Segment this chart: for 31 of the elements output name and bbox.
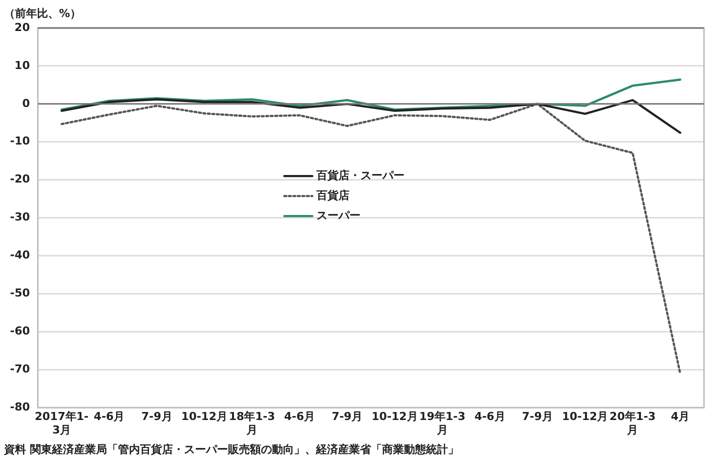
- y-tick-label: -60: [10, 324, 30, 338]
- y-tick-label: -30: [10, 210, 30, 224]
- y-tick-label: -10: [10, 134, 30, 148]
- legend-label: 百貨店: [315, 188, 350, 202]
- x-tick-label: 10-12月: [562, 410, 608, 424]
- y-tick-label: -80: [10, 400, 30, 414]
- x-tick-label: 4-6月: [94, 410, 125, 424]
- x-tick-label: 4月: [670, 410, 690, 424]
- legend-label: スーパー: [316, 208, 360, 222]
- y-tick-label: 10: [14, 58, 30, 72]
- x-tick-label: 2017年1-3月: [34, 410, 89, 436]
- x-tick-label: 20年1-3月: [610, 410, 656, 436]
- y-tick-label: -20: [10, 172, 30, 186]
- x-tick-label: 10-12月: [372, 410, 418, 424]
- x-tick-label: 4-6月: [474, 410, 506, 424]
- text: 資料 関東経済産業局「管内百貨店・スーパー販売額の動向」、経済産業省「商業動態統計」: [4, 442, 459, 457]
- x-tick-label: 10-12月: [181, 410, 228, 424]
- x-tick-label: 7-9月: [522, 410, 553, 424]
- y-tick-label: -40: [10, 248, 30, 262]
- x-tick-label: 7-9月: [141, 410, 172, 424]
- y-tick-label: 0: [22, 96, 30, 110]
- x-tick-label: 19年1-3月: [419, 410, 466, 436]
- x-tick-label: 18年1-3月: [228, 410, 276, 436]
- y-axis-title: （前年比、%）: [4, 6, 82, 20]
- legend-label: 百貨店・スーパー: [315, 168, 404, 182]
- y-tick-label: 20: [14, 20, 30, 34]
- line-series: [60, 102, 682, 375]
- y-tick-label: -70: [10, 362, 30, 376]
- x-tick-label: 7-9月: [332, 410, 363, 424]
- y-tick-label: -50: [10, 286, 30, 300]
- x-tick-label: 4-6月: [284, 410, 316, 424]
